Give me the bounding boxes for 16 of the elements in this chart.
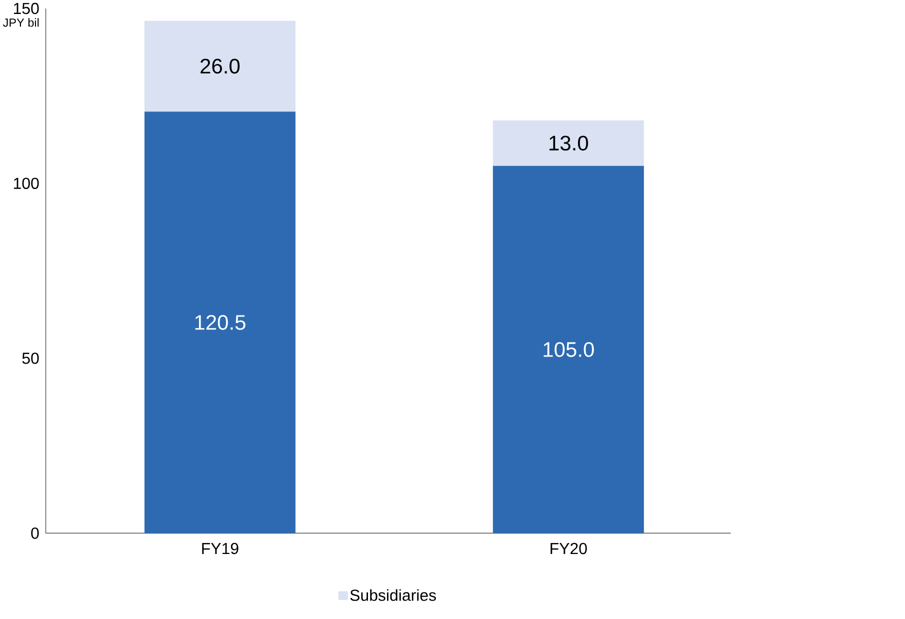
data-label: 26.0 <box>200 58 240 74</box>
bar <box>492 166 644 534</box>
data-label: 13.0 <box>550 136 588 150</box>
y-axis-title: JPY bil <box>2 18 39 27</box>
bar <box>144 112 296 534</box>
legend-label: Subsidiaries <box>350 589 436 601</box>
y-tick-label: 0 <box>31 527 39 539</box>
x-tick-label: FY19 <box>202 542 238 554</box>
bar <box>492 120 644 166</box>
data-label: 120.5 <box>195 314 246 330</box>
y-tick-label: 50 <box>22 352 39 364</box>
x-tick-label: FY20 <box>550 542 587 554</box>
bar <box>144 20 296 112</box>
data-label: 105.0 <box>544 342 594 357</box>
y-tick-label: 100 <box>14 178 39 189</box>
y-tick-label: 150 <box>14 2 39 14</box>
